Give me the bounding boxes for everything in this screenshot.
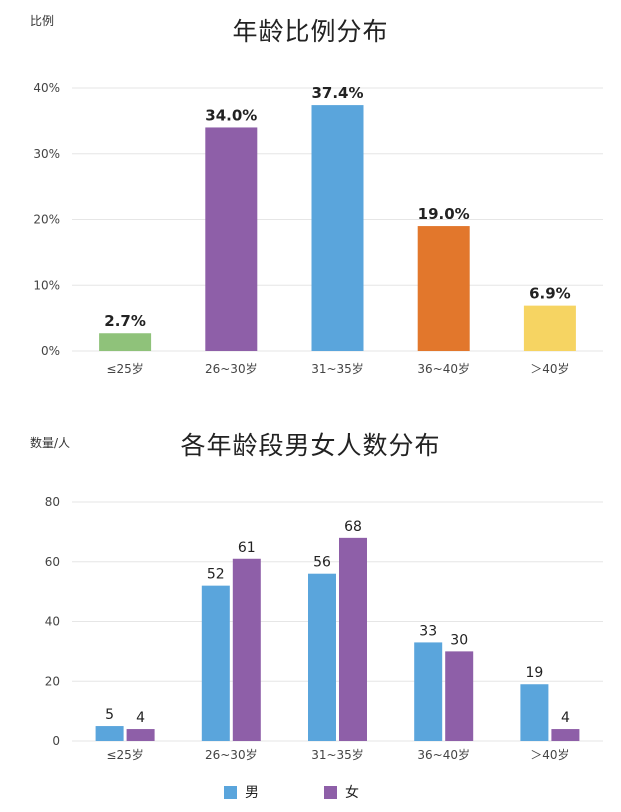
bar [311, 105, 364, 351]
y-tick-label: 0 [52, 734, 60, 748]
y-tick-label: 20% [33, 213, 60, 227]
x-tick-label: 31~35岁 [311, 361, 364, 376]
data-label: 68 [344, 519, 362, 535]
legend-swatch [224, 786, 237, 799]
data-label: 30 [450, 632, 468, 648]
age-ratio-chart: 比例 年龄比例分布 0% 10% 20% 30% 40% 2.7% ≤25岁 34.0% 26~… [0, 0, 621, 400]
bar [232, 558, 261, 741]
data-label: 52 [207, 567, 225, 583]
x-tick-label: 26~30岁 [205, 361, 258, 376]
data-label: 2.7% [104, 312, 146, 330]
x-tick-label: 26~30岁 [205, 747, 258, 762]
data-label: 56 [313, 555, 331, 571]
y-tick-label: 10% [33, 278, 60, 292]
legend-label: 男 [245, 785, 259, 801]
bar [99, 333, 152, 351]
y-axis-unit-label: 数量/人 [30, 436, 71, 450]
legend-item-male: 男 [224, 782, 259, 802]
data-label: 33 [419, 623, 437, 639]
bar [417, 226, 470, 351]
y-tick-label: 60 [45, 555, 60, 569]
y-tick-label: 80 [45, 495, 60, 509]
x-tick-label: ＞40岁 [530, 361, 569, 376]
y-tick-label: 0% [41, 344, 60, 358]
y-tick-label: 40% [33, 81, 60, 95]
y-tick-label: 20 [45, 674, 60, 688]
x-tick-label: 36~40岁 [417, 747, 470, 762]
bar [414, 642, 443, 741]
gender-count-chart: 数量/人 各年龄段男女人数分布 0 20 40 60 80 5 4 ≤25岁 52 61 26~30… [0, 420, 621, 812]
legend-item-female: 女 [324, 782, 359, 802]
age-ratio-plot: 0% 10% 20% 30% 40% 2.7% ≤25岁 34.0% 26~30岁 37.4% 31… [33, 81, 603, 376]
gender-count-plot: 0 20 40 60 80 5 4 ≤25岁 52 61 26~30岁 56 68 31~35岁 33 30 3… [45, 495, 603, 762]
bar [523, 305, 576, 351]
data-label: 61 [238, 540, 256, 556]
y-tick-label: 40 [45, 615, 60, 629]
x-tick-label: 31~35岁 [311, 747, 364, 762]
bar [445, 651, 474, 741]
data-label: 4 [561, 710, 570, 726]
bar [126, 729, 155, 741]
chart-title: 年龄比例分布 [232, 17, 389, 46]
x-tick-label: 36~40岁 [417, 361, 470, 376]
bar [339, 537, 367, 741]
y-tick-label: 30% [33, 147, 60, 161]
chart-legend: 男 女 [0, 780, 621, 802]
data-label: 37.4% [311, 84, 363, 102]
x-tick-label: ≤25岁 [106, 361, 143, 376]
data-label: 19.0% [418, 205, 470, 223]
bar [205, 127, 258, 351]
legend-swatch [324, 786, 337, 799]
data-label: 6.9% [529, 285, 571, 303]
bar [551, 729, 580, 741]
bar [308, 573, 336, 741]
bar [201, 585, 230, 741]
chart-title: 各年龄段男女人数分布 [180, 431, 441, 460]
bar [95, 726, 124, 741]
x-tick-label: ＞40岁 [530, 747, 569, 762]
bar [520, 684, 549, 741]
legend-label: 女 [345, 785, 359, 801]
x-tick-label: ≤25岁 [106, 747, 143, 762]
y-axis-unit-label: 比例 [30, 14, 55, 28]
data-label: 4 [136, 710, 145, 726]
data-label: 19 [525, 665, 543, 681]
data-label: 34.0% [205, 106, 257, 124]
data-label: 5 [105, 707, 114, 723]
